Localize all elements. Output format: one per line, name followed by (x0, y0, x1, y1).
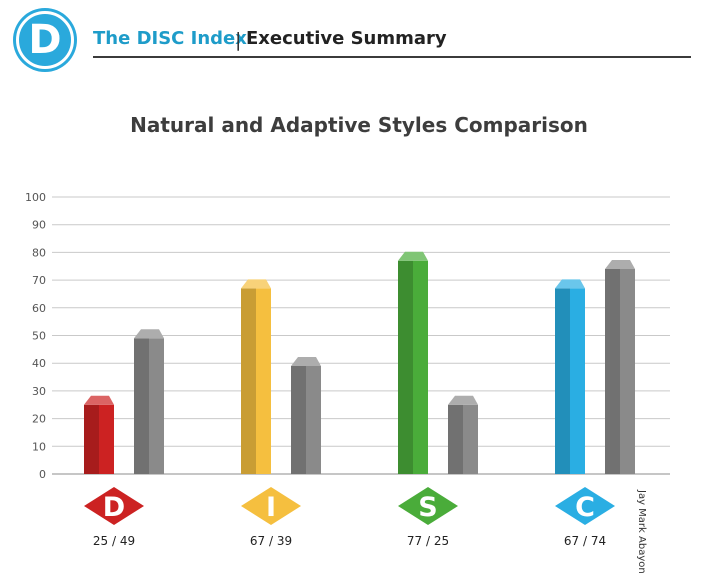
value-label-i: 67 / 39 (250, 534, 292, 548)
author-credit: Jay Mark Abayon (636, 490, 647, 574)
category-badge-i (241, 487, 301, 525)
header-separator: | (235, 29, 242, 51)
y-tick-label: 100 (25, 191, 46, 204)
section-title: Executive Summary (246, 28, 447, 49)
category-letter-i: I (266, 492, 276, 523)
y-tick-label: 40 (32, 357, 46, 370)
y-tick-label: 10 (32, 440, 46, 453)
category-badge-c (555, 487, 615, 525)
adaptive-bar-s (448, 395, 478, 474)
category-letter-d: D (103, 492, 125, 523)
adaptive-bar-d (134, 329, 164, 474)
natural-bar-s (398, 251, 428, 474)
value-label-s: 77 / 25 (407, 534, 449, 548)
category-badge-d (84, 487, 144, 525)
header-rule (93, 56, 691, 58)
logo-letter: D (28, 17, 62, 63)
y-tick-label: 80 (32, 246, 46, 259)
y-tick-label: 30 (32, 385, 46, 398)
brand-name: The DISC Index (93, 28, 247, 49)
category-letter-c: C (575, 492, 595, 523)
natural-bar-c (555, 279, 585, 474)
chart-title: Natural and Adaptive Styles Comparison (130, 113, 588, 137)
bar-chart: 0 10 20 30 40 50 60 70 80 90 100 D 25 / 49 I 67 / 39 S 7… (25, 191, 670, 548)
y-tick-label: 90 (32, 219, 46, 232)
value-label-d: 25 / 49 (93, 534, 135, 548)
y-tick-label: 20 (32, 413, 46, 426)
y-tick-label: 50 (32, 330, 46, 343)
disc-logo: D (16, 11, 74, 69)
natural-bar-d (84, 395, 114, 474)
y-tick-label: 70 (32, 274, 46, 287)
category-badge-s (398, 487, 458, 525)
category-letter-s: S (418, 492, 437, 523)
adaptive-bar-i (291, 356, 321, 474)
y-tick-label: 60 (32, 302, 46, 315)
report-header: D The DISC Index | Executive Summary (0, 0, 718, 80)
natural-bar-i (241, 279, 271, 474)
value-label-c: 67 / 74 (564, 534, 606, 548)
y-tick-label: 0 (39, 468, 46, 481)
adaptive-bar-c (605, 260, 635, 474)
